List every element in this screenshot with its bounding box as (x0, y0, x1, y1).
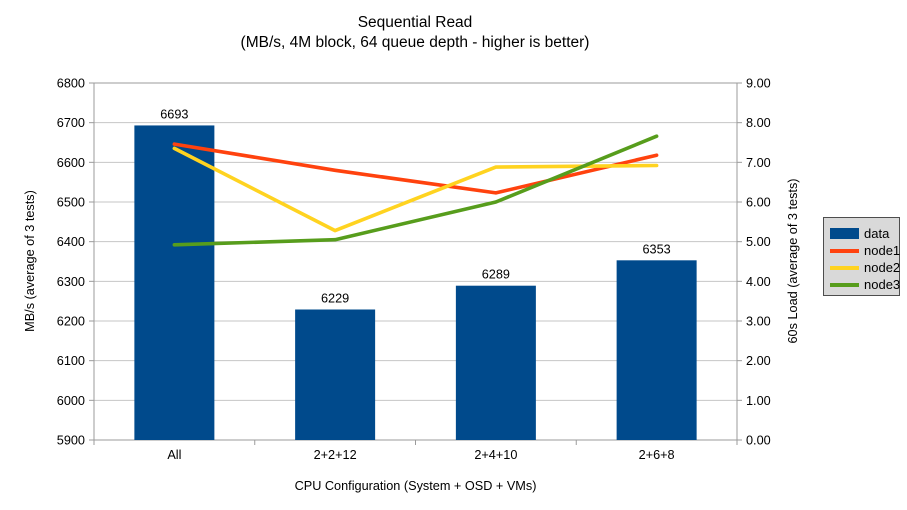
right-axis-tick-label: 8.00 (746, 116, 771, 130)
right-axis-title: 60s Load (average of 3 tests) (786, 178, 800, 344)
left-axis-tick-label: 6600 (57, 156, 85, 170)
x-axis-title: CPU Configuration (System + OSD + VMs) (294, 479, 537, 493)
legend-item-node2: node2 (830, 259, 901, 276)
legend-label: node1 (864, 243, 901, 258)
bar-value-label: 6693 (160, 107, 188, 121)
right-axis-tick-label: 4.00 (746, 275, 771, 289)
right-axis-tick-label: 5.00 (746, 235, 771, 249)
data-swatch (830, 228, 859, 239)
right-axis-tick-label: 3.00 (746, 315, 771, 329)
legend: data node1 node2 node3 (823, 217, 900, 296)
x-category-label: 2+2+12 (314, 448, 357, 462)
left-axis-tick-label: 6000 (57, 394, 85, 408)
legend-label: data (864, 226, 890, 241)
bar-2+6+8 (616, 260, 697, 440)
left-axis-title: MB/s (average of 3 tests) (23, 190, 37, 332)
left-axis-tick-label: 5900 (57, 434, 85, 448)
right-axis-tick-label: 1.00 (746, 394, 771, 408)
right-axis-tick-label: 7.00 (746, 156, 771, 170)
legend-item-data: data (830, 225, 899, 242)
right-axis-tick-label: 9.00 (746, 77, 771, 91)
x-category-label: All (167, 448, 181, 462)
legend-item-node3: node3 (830, 276, 901, 293)
left-axis-tick-label: 6200 (57, 315, 85, 329)
bar-value-label: 6353 (643, 242, 671, 256)
left-axis-tick-label: 6300 (57, 275, 85, 289)
right-axis-tick-label: 0.00 (746, 434, 771, 448)
node1-swatch (830, 248, 859, 253)
chart-title-block: Sequential Read (MB/s, 4M block, 64 queu… (0, 13, 830, 53)
line-node2 (172, 146, 659, 233)
line-node3 (172, 134, 659, 247)
node2-swatch (830, 265, 859, 270)
left-axis-tick-label: 6500 (57, 196, 85, 210)
right-axis-tick-label: 2.00 (746, 354, 771, 368)
bar-All (134, 125, 215, 441)
node3-swatch (830, 282, 859, 287)
x-category-label: 2+6+8 (639, 448, 675, 462)
left-axis-tick-label: 6100 (57, 354, 85, 368)
chart-subtitle: (MB/s, 4M block, 64 queue depth - higher… (240, 34, 590, 51)
left-axis-tick-label: 6700 (57, 116, 85, 130)
bar-2+2+12 (295, 309, 376, 440)
x-category-label: 2+4+10 (474, 448, 517, 462)
bar-value-label: 6229 (321, 291, 349, 305)
line-node1 (172, 142, 659, 195)
legend-label: node3 (864, 277, 901, 292)
right-axis-tick-label: 6.00 (746, 196, 771, 210)
chart-title: Sequential Read (357, 14, 473, 31)
bar-value-label: 6289 (482, 268, 510, 282)
bar-2+4+10 (455, 285, 536, 440)
legend-label: node2 (864, 260, 901, 275)
legend-item-node1: node1 (830, 242, 901, 259)
left-axis-tick-label: 6400 (57, 235, 85, 249)
left-axis-tick-label: 6800 (57, 77, 85, 91)
